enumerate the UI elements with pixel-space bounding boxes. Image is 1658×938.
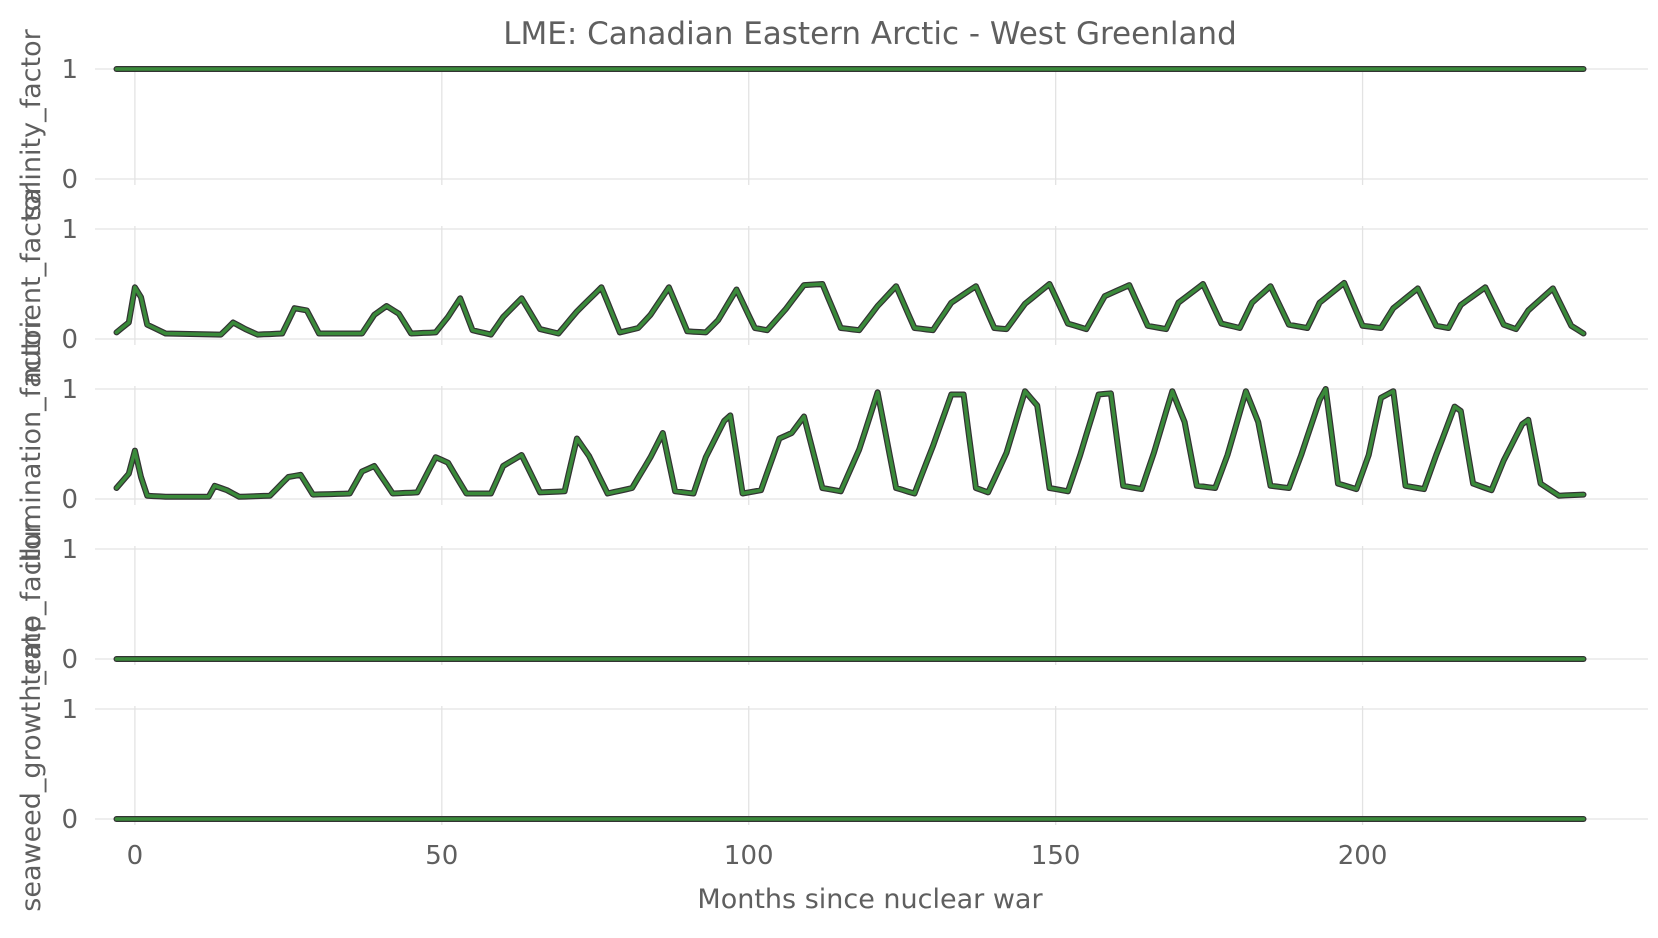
panels-layer: 0 1 salinity_factor 0 1 nutrient_factor 0 1 illu… xyxy=(16,28,1648,912)
panel-nutrient-factor: 0 1 nutrient_factor xyxy=(16,183,1648,384)
y-tick-label: 0 xyxy=(61,165,78,195)
x-tick-label: 200 xyxy=(1338,841,1388,871)
y-tick-label: 0 xyxy=(61,485,78,515)
y-tick-label: 1 xyxy=(61,55,78,85)
y-tick-label: 0 xyxy=(61,325,78,355)
y-tick-label: 0 xyxy=(61,805,78,835)
y-axis-label: nutrient_factor xyxy=(16,183,47,384)
chart-title: LME: Canadian Eastern Arctic - West Gree… xyxy=(503,16,1237,52)
series-line-outline xyxy=(113,386,1587,500)
panel-illumination-factor: 0 1 illumination_factor xyxy=(16,317,1648,570)
x-tick-label: 100 xyxy=(724,841,774,871)
y-tick-label: 1 xyxy=(61,375,78,405)
x-axis-label: Months since nuclear war xyxy=(697,884,1043,915)
series-line xyxy=(114,387,1586,499)
y-tick-label: 1 xyxy=(61,215,78,245)
y-axis-label: temp_factor xyxy=(16,521,47,685)
panel-salinity-factor: 0 1 salinity_factor xyxy=(16,28,1648,219)
panel-seaweed-growth-rate: 0 1 seaweed_growth_rate xyxy=(16,616,1648,912)
panel-temp-factor: 0 1 temp_factor xyxy=(16,521,1648,686)
y-tick-label: 0 xyxy=(61,645,78,675)
x-tick-labels: 0 50 100 150 200 xyxy=(127,841,1388,871)
x-tick-label: 50 xyxy=(425,841,458,871)
y-axis-label: salinity_factor xyxy=(16,28,47,218)
x-tick-label: 0 xyxy=(127,841,144,871)
y-axis-label: seaweed_growth_rate xyxy=(16,616,47,911)
y-axis-label: illumination_factor xyxy=(16,317,47,569)
series-line xyxy=(114,281,1586,337)
y-tick-label: 1 xyxy=(61,695,78,725)
x-tick-label: 150 xyxy=(1031,841,1081,871)
y-tick-label: 1 xyxy=(61,535,78,565)
